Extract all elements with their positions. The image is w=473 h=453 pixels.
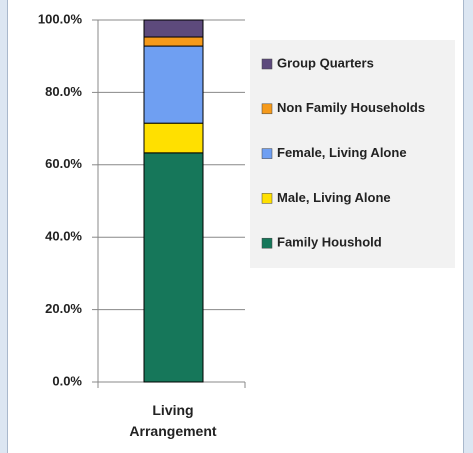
y-tick-label: 100.0% [38,11,83,26]
y-tick-label: 40.0% [45,229,82,244]
bar-segment [143,36,204,47]
bar-segment [143,152,204,383]
legend-label: Male, Living Alone [277,190,391,205]
bar-segment [143,122,204,154]
x-tick-label: Living Arrangement [129,402,217,439]
legend-label: Female, Living Alone [277,145,407,160]
y-tick-label: 80.0% [45,84,82,99]
y-tick-label: 60.0% [45,156,82,171]
legend-swatch [261,148,273,159]
y-tick-label: 0.0% [52,373,82,388]
legend-swatch [261,237,273,249]
legend-swatch [261,103,273,115]
bar-segment [143,19,204,38]
bar-segment [143,45,204,124]
legend-label: Family Houshold [277,235,382,250]
legend-label: Group Quarters [277,55,374,70]
legend-box [250,40,455,268]
legend-swatch [261,193,273,204]
y-tick-label: 20.0% [45,301,82,316]
legend-label: Non Family Households [277,100,425,115]
legend-swatch [261,58,273,70]
